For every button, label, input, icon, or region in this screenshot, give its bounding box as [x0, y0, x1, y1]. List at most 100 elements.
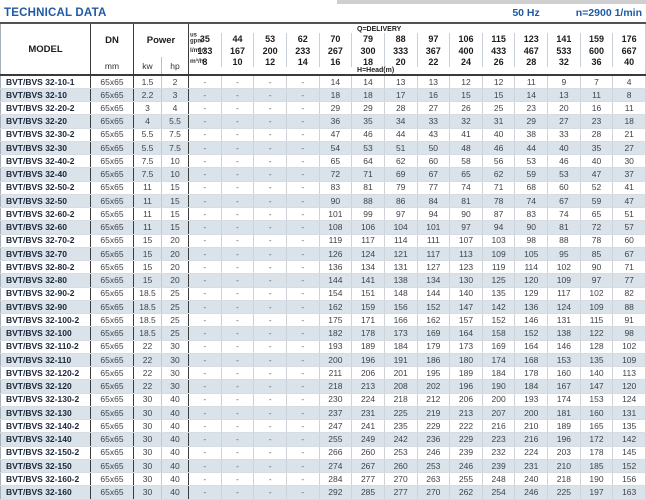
head-value-cell: 102 — [580, 287, 614, 301]
head-value-cell: - — [221, 366, 255, 381]
head-value-cell: 90 — [514, 220, 549, 235]
flow-value-cell: us gpm 35 — [188, 33, 222, 45]
flow-value-cell: 159 — [580, 33, 614, 45]
head-value-cell: 47 — [612, 194, 646, 209]
head-value-cell: - — [253, 114, 287, 129]
head-value-cell: - — [253, 340, 287, 354]
head-value-cell: 160 — [580, 406, 614, 421]
head-value-cell: 266 — [318, 446, 353, 460]
head-value-cell: - — [188, 340, 222, 354]
head-value-cell: 120 — [514, 273, 549, 288]
head-value-cell: 231 — [514, 459, 549, 474]
head-value-cell: 154 — [318, 287, 353, 301]
head-value-cell: 260 — [351, 446, 385, 460]
head-value-cell: 90 — [449, 207, 483, 222]
head-value-cell: 158 — [482, 326, 516, 341]
head-value-cell: 72 — [318, 167, 353, 182]
dn-cell: 65x65 — [90, 207, 134, 222]
head-value-cell: 255 — [318, 432, 353, 447]
head-value-cell: 196 — [449, 379, 483, 394]
head-value-cell: 90 — [318, 194, 353, 209]
head-value-cell: - — [286, 353, 320, 368]
head-value-cell: - — [253, 141, 287, 156]
kw-cell: 7.5 — [133, 167, 162, 182]
model-cell: BVT/BVS 32-10-1 — [0, 75, 91, 89]
hp-cell: 40 — [161, 459, 190, 474]
head-value-cell: 225 — [547, 485, 581, 500]
head-value-cell: 14 — [351, 75, 385, 89]
head-value-cell: 60 — [547, 181, 581, 195]
head-value-cell: - — [286, 313, 320, 328]
kw-cell: 18.5 — [133, 326, 162, 341]
head-value-cell: - — [188, 88, 222, 103]
head-value-cell: 153 — [580, 393, 614, 407]
head-value-cell: - — [286, 247, 320, 262]
head-value-cell: 88 — [612, 300, 646, 315]
flow-value-cell: 10 — [221, 57, 255, 67]
model-cell: BVT/BVS 32-150-2 — [0, 446, 91, 460]
head-value-cell: 179 — [417, 340, 451, 354]
head-value-cell: 62 — [384, 154, 418, 169]
head-value-cell: 46 — [351, 128, 385, 142]
head-value-cell: 81 — [547, 220, 581, 235]
flow-value-cell: 333 — [384, 45, 418, 57]
dn-cell: 65x65 — [90, 432, 134, 447]
head-value-cell: 52 — [580, 181, 614, 195]
head-value-cell: 231 — [351, 406, 385, 421]
table-row: BVT/BVS 32-120 65x65 22 30- - - -218 213 208 202 1… — [0, 379, 646, 394]
dn-cell: 65x65 — [90, 406, 134, 421]
flow-unit-label: l/min — [190, 46, 206, 54]
head-value-cell: - — [221, 114, 255, 129]
head-value-cell: 18 — [351, 88, 385, 103]
head-value-cell: - — [188, 419, 222, 434]
head-value-cell: 130 — [449, 273, 483, 288]
head-value-cell: 216 — [482, 419, 516, 434]
head-value-cell: - — [188, 247, 222, 262]
head-value-cell: 178 — [351, 326, 385, 341]
head-value-cell: 163 — [612, 485, 646, 500]
head-value-cell: 169 — [482, 340, 516, 354]
hp-cell: 30 — [161, 366, 190, 381]
head-value-cell: 18 — [318, 88, 353, 103]
head-value-cell: 113 — [449, 247, 483, 262]
head-value-cell: 74 — [449, 181, 483, 195]
head-value-cell: - — [221, 247, 255, 262]
head-value-cell: 189 — [547, 419, 581, 434]
flow-value-cell: 141 — [547, 33, 581, 45]
head-value-cell: 98 — [612, 326, 646, 341]
head-value-cell: 21 — [612, 128, 646, 142]
head-value-cell: 200 — [318, 353, 353, 368]
head-value-cell: 246 — [514, 485, 549, 500]
head-value-cell: - — [286, 167, 320, 182]
head-value-cell: 114 — [384, 234, 418, 248]
head-value-cell: - — [253, 353, 287, 368]
head-label: H=Head(m) — [357, 67, 395, 74]
head-value-cell: 184 — [482, 366, 516, 381]
head-value-cell: - — [286, 88, 320, 103]
head-value-cell: - — [221, 287, 255, 301]
dn-cell: 65x65 — [90, 340, 134, 354]
head-value-cell: 230 — [318, 393, 353, 407]
head-value-cell: - — [188, 220, 222, 235]
head-value-cell: 33 — [547, 128, 581, 142]
hp-cell: 40 — [161, 432, 190, 447]
flow-value-cell: 176 — [612, 33, 646, 45]
table-row: BVT/BVS 32-160-2 65x65 30 40- - - -284 277 270 26… — [0, 472, 646, 487]
table-row: BVT/BVS 32-140-2 65x65 30 40- - - -247 241 235 22… — [0, 419, 646, 434]
kw-cell: 7.5 — [133, 154, 162, 169]
model-cell: BVT/BVS 32-160-2 — [0, 472, 91, 487]
flow-value-cell: 70 — [319, 33, 353, 45]
head-value-cell: 263 — [417, 472, 451, 487]
hp-cell: 40 — [161, 485, 190, 500]
head-value-cell: 41 — [449, 128, 483, 142]
dn-cell: 65x65 — [90, 167, 134, 182]
head-value-cell: 174 — [482, 353, 516, 368]
head-value-cell: - — [253, 88, 287, 103]
model-cell: BVT/BVS 32-70 — [0, 247, 91, 262]
head-value-cell: 175 — [318, 313, 353, 328]
head-value-cell: 109 — [547, 273, 581, 288]
head-value-cell: - — [221, 393, 255, 407]
kw-cell: 15 — [133, 234, 162, 248]
kw-cell: 11 — [133, 181, 162, 195]
head-value-cell: - — [253, 287, 287, 301]
